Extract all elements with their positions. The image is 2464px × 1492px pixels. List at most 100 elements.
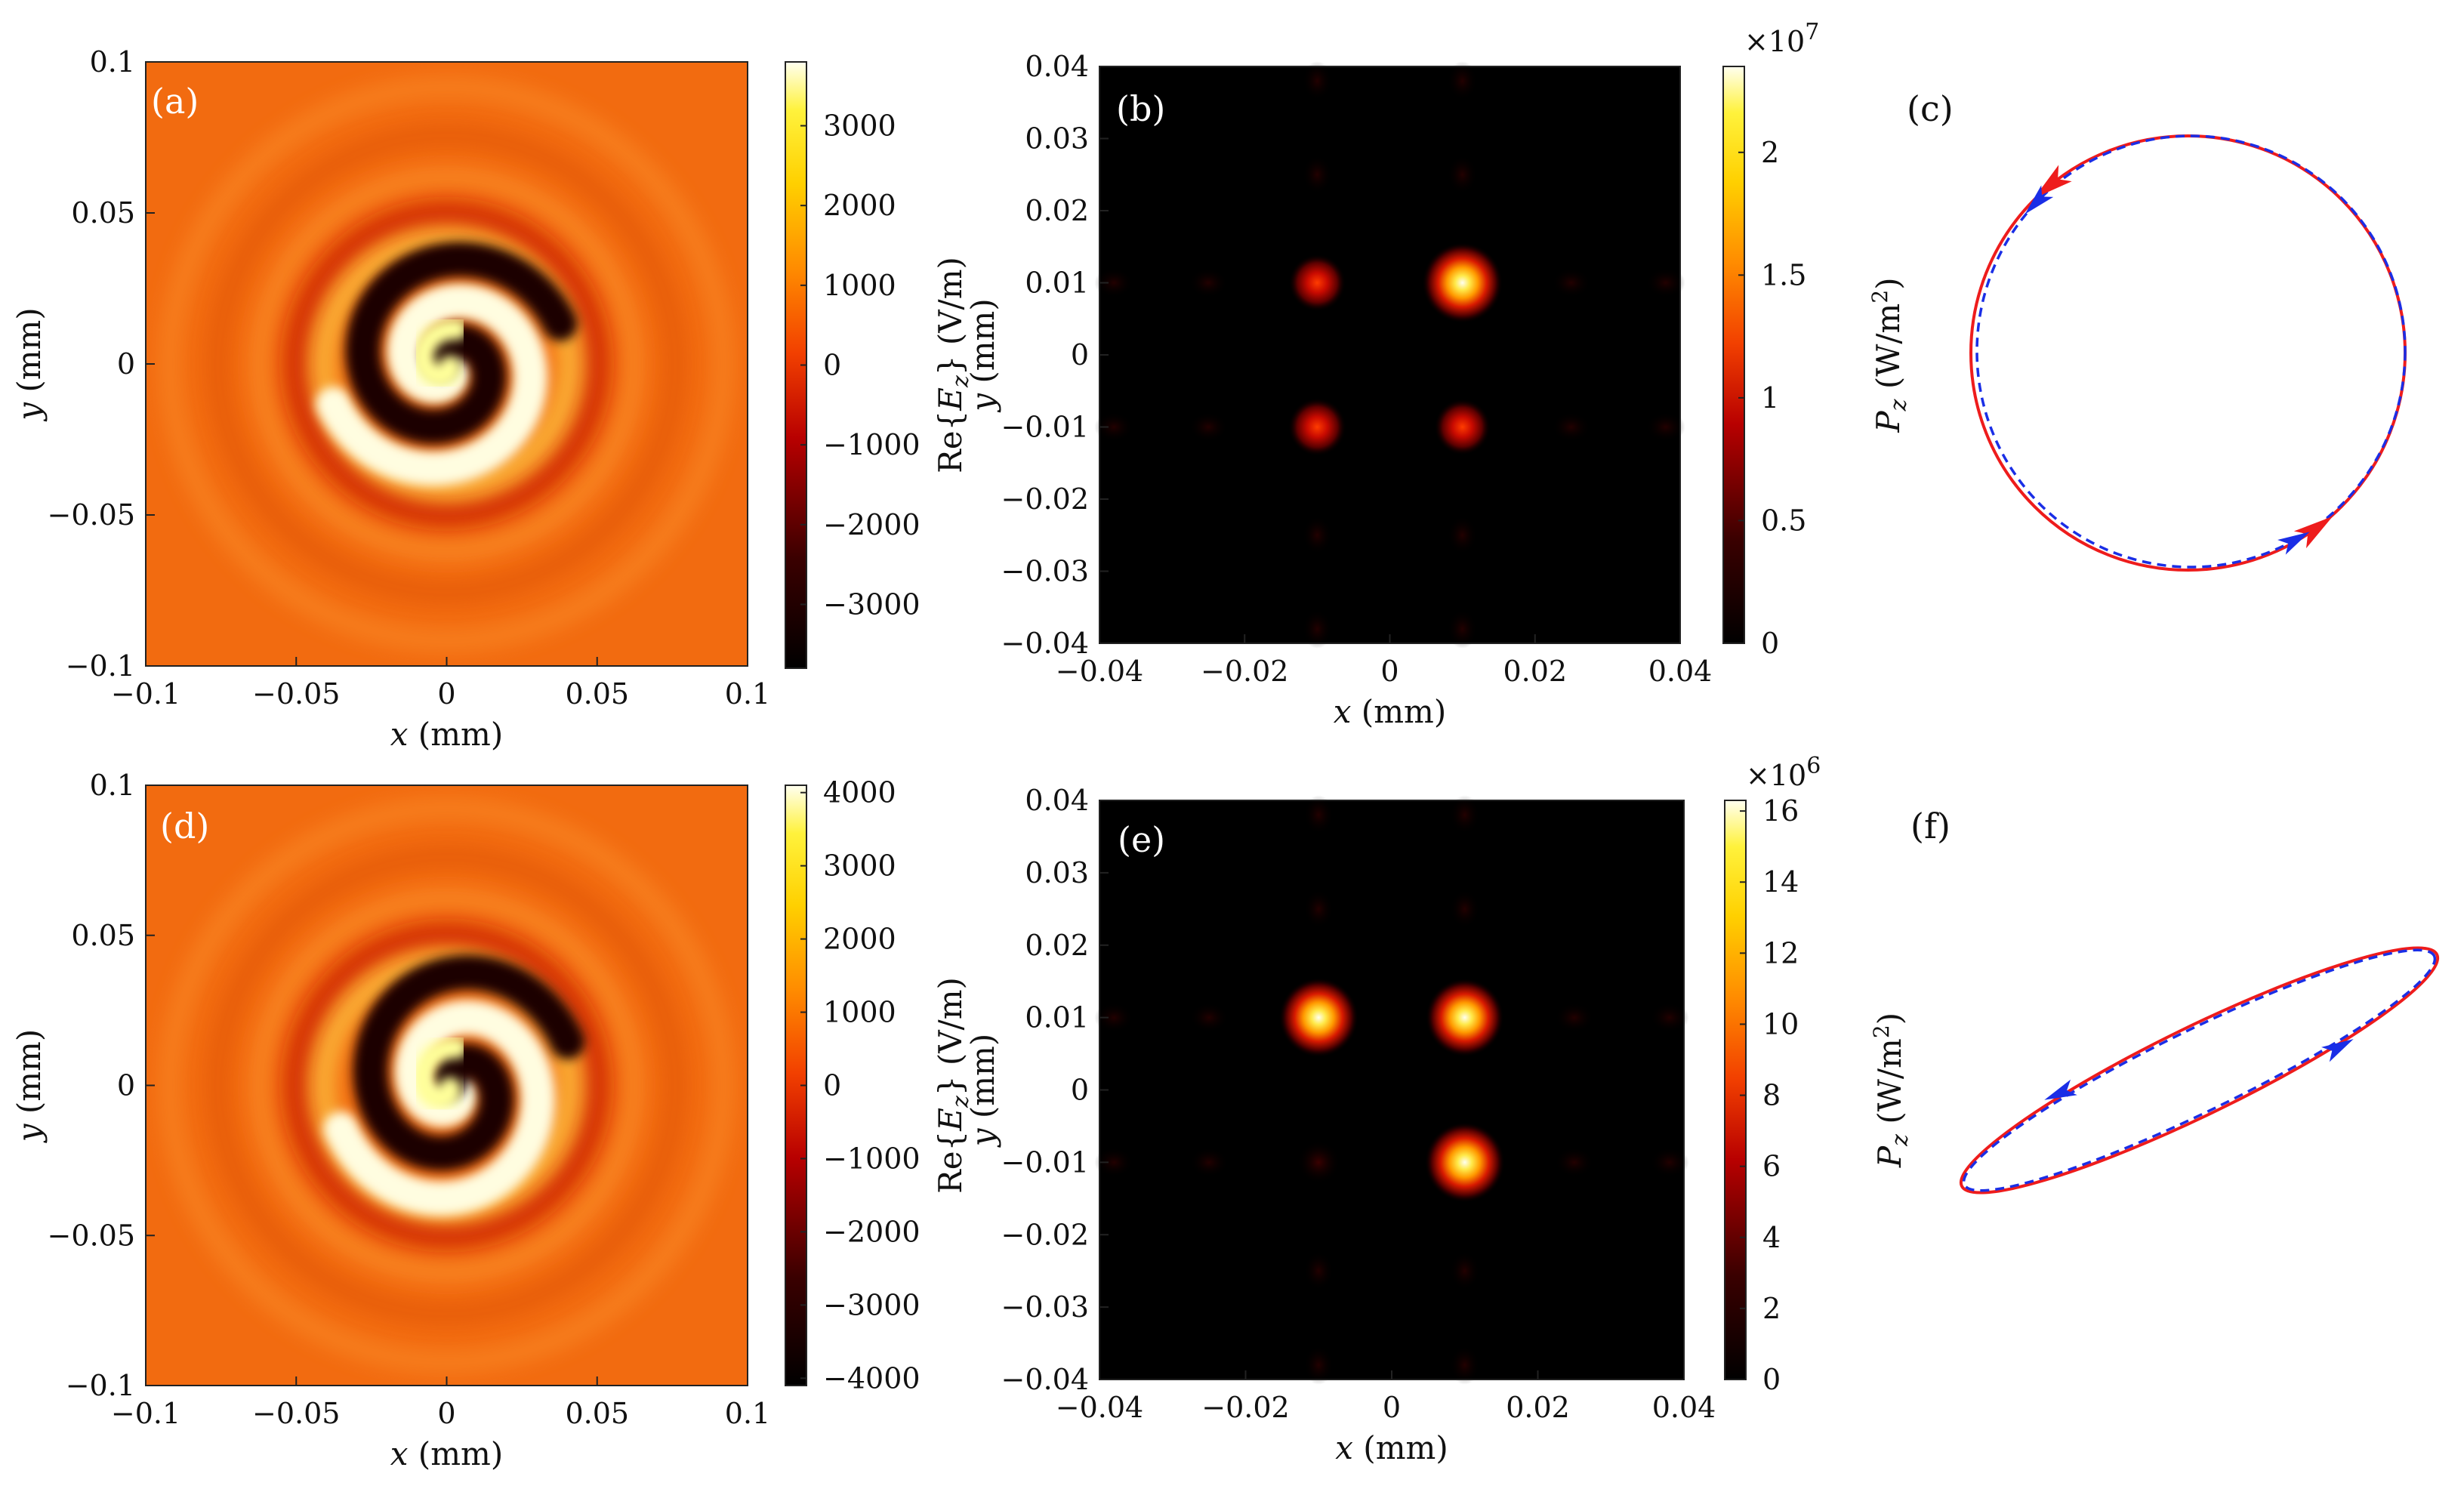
colorbar-tick-label: 14 bbox=[1762, 865, 1799, 899]
y-tick-label: 0.02 bbox=[1025, 929, 1089, 962]
colorbar-tick-label: 0 bbox=[1761, 627, 1779, 660]
x-tick-label: 0.04 bbox=[1652, 1391, 1716, 1424]
side-lobe bbox=[1189, 412, 1229, 442]
x-tick-label: 0 bbox=[1383, 1391, 1401, 1424]
y-tick-label: −0.1 bbox=[66, 1369, 135, 1402]
x-tick-label: 0.05 bbox=[565, 1397, 629, 1430]
direction-arrow-solid bbox=[2293, 516, 2333, 549]
y-tick-label: −0.02 bbox=[1001, 1218, 1089, 1251]
side-lobe bbox=[1302, 155, 1333, 195]
panel-b: −0.04 −0.02 0 0.02 0.04 0.04 0.03 0.02 0.01 0 −0.0… bbox=[964, 19, 1912, 730]
colorbar-tick-label: 2 bbox=[1761, 136, 1779, 169]
outer-ring bbox=[211, 849, 683, 1321]
y-tick-label: 0.03 bbox=[1025, 122, 1089, 156]
intensity-spot bbox=[1278, 977, 1358, 1058]
side-lobe bbox=[1302, 609, 1333, 649]
panel-d: −0.1 −0.05 0 0.05 0.1 0.1 0.05 0 −0.05 −0.1 x (mm)… bbox=[11, 769, 974, 1472]
direction-arrow-dashed bbox=[2321, 1039, 2354, 1062]
colorbar-label: Re{Ez} (V/m) bbox=[932, 257, 974, 473]
y-tick-label: 0.02 bbox=[1025, 194, 1089, 227]
colorbar-tick-label: 2000 bbox=[823, 923, 896, 956]
direction-arrow-solid bbox=[2034, 165, 2072, 199]
panel-label: (c) bbox=[1907, 88, 1954, 129]
intensity-map bbox=[1094, 61, 1685, 649]
direction-arrow-dashed bbox=[2025, 185, 2054, 214]
x-tick-label: −0.04 bbox=[1056, 1391, 1143, 1424]
x-axis-label: x (mm) bbox=[390, 716, 503, 753]
colorbar-tick-label: 3000 bbox=[823, 109, 896, 143]
x-tick-label: 0 bbox=[1380, 655, 1399, 688]
side-lobe bbox=[1554, 1002, 1594, 1033]
outer-ring bbox=[161, 800, 732, 1371]
x-tick-label: 0.02 bbox=[1506, 1391, 1570, 1424]
colorbar-tick-label: −1000 bbox=[823, 1142, 921, 1175]
side-lobe bbox=[1189, 1147, 1229, 1178]
colorbar-label: Pz (W/m2) bbox=[1869, 1013, 1914, 1168]
colorbar-tick-label: 1000 bbox=[823, 269, 896, 302]
spiral-dark-arm bbox=[353, 954, 585, 1171]
outer-ring bbox=[211, 128, 683, 600]
colorbar-tick-label: −2000 bbox=[823, 508, 921, 541]
y-tick-label: −0.04 bbox=[1001, 1363, 1089, 1396]
x-tick-label: −0.02 bbox=[1201, 1391, 1289, 1424]
panel-label: (a) bbox=[151, 81, 199, 122]
colorbar-tick-label: 1000 bbox=[823, 996, 896, 1029]
colorbar-tick-label: −3000 bbox=[823, 1288, 921, 1321]
colorbar-tick-label: −4000 bbox=[823, 1361, 921, 1395]
y-tick-label: −0.03 bbox=[1001, 1290, 1089, 1324]
side-lobe bbox=[1094, 1147, 1134, 1178]
side-lobe bbox=[1447, 155, 1478, 195]
panel-label: (e) bbox=[1118, 819, 1165, 860]
x-tick-label: −0.1 bbox=[111, 1397, 180, 1430]
side-lobe bbox=[1649, 1002, 1689, 1033]
side-lobe bbox=[1303, 1251, 1334, 1291]
side-lobe bbox=[1649, 1147, 1689, 1178]
colorbar-tick-label: 2000 bbox=[823, 189, 896, 222]
side-lobe bbox=[1551, 412, 1591, 442]
intensity-spot bbox=[1297, 1140, 1340, 1185]
colorbar-tick-label: 2 bbox=[1762, 1292, 1781, 1325]
colorbar bbox=[1722, 66, 1745, 644]
x-tick-label: −0.05 bbox=[252, 1397, 340, 1430]
direction-arrow-dashed bbox=[2277, 532, 2310, 555]
side-lobe bbox=[1554, 1147, 1594, 1178]
polarization-curve-solid bbox=[1959, 946, 2440, 1195]
side-lobe bbox=[1303, 889, 1334, 929]
y-tick-label: 0.04 bbox=[1025, 784, 1089, 817]
side-lobe bbox=[1303, 795, 1334, 835]
y-tick-label: −0.02 bbox=[1001, 482, 1089, 516]
side-lobe bbox=[1449, 795, 1480, 835]
panel-f: (f) bbox=[1910, 806, 2440, 1195]
panel-label: (f) bbox=[1910, 806, 1951, 846]
x-tick-label: 0.1 bbox=[725, 677, 770, 711]
side-lobe bbox=[1449, 1345, 1480, 1385]
intensity-spot bbox=[1422, 242, 1503, 323]
panel-a: −0.1 −0.05 0 0.05 0.1 0.1 0.05 0 −0.05 −0.1 x (mm)… bbox=[11, 45, 974, 753]
x-tick-label: 0.1 bbox=[725, 1397, 770, 1430]
x-tick-label: −0.05 bbox=[252, 677, 340, 711]
y-tick-label: 0 bbox=[1071, 1074, 1089, 1107]
colorbar-tick-label: −1000 bbox=[823, 428, 921, 461]
y-tick-label: 0 bbox=[117, 1069, 135, 1102]
x-tick-label: 0.05 bbox=[565, 677, 629, 711]
intensity-spot bbox=[1288, 254, 1346, 312]
y-tick-label: 0 bbox=[1071, 338, 1089, 371]
y-tick-label: 0.04 bbox=[1025, 50, 1089, 83]
polarization-curve-dashed bbox=[1975, 134, 2407, 569]
y-tick-label: −0.05 bbox=[48, 1219, 135, 1252]
colorbar bbox=[1724, 800, 1747, 1380]
side-lobe bbox=[1303, 1345, 1334, 1385]
side-lobe bbox=[1302, 61, 1333, 101]
x-tick-label: 0 bbox=[437, 1397, 455, 1430]
panel-e: −0.04 −0.02 0 0.02 0.04 0.04 0.03 0.02 0.01 0 −0.0… bbox=[964, 753, 1914, 1466]
intensity-spot bbox=[1425, 978, 1504, 1057]
side-lobe bbox=[1189, 267, 1229, 298]
side-lobe bbox=[1447, 61, 1478, 101]
colorbar-multiplier: ×106 bbox=[1746, 753, 1821, 792]
x-axis-label: x (mm) bbox=[1334, 693, 1446, 730]
y-axis-label: y (mm) bbox=[964, 1034, 1001, 1148]
side-lobe bbox=[1449, 1251, 1480, 1291]
y-tick-label: −0.01 bbox=[1001, 1145, 1089, 1179]
side-lobe bbox=[1189, 1002, 1229, 1033]
